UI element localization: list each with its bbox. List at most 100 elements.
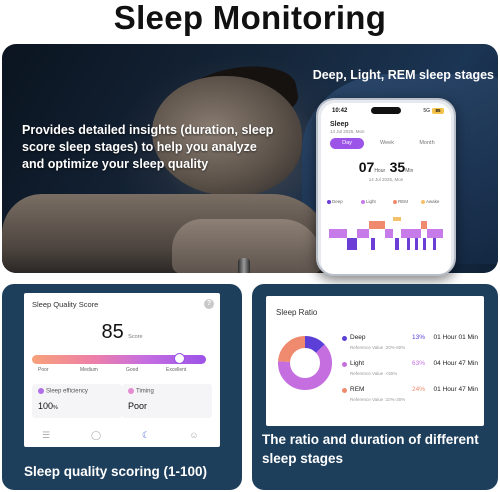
duration-minute-unit: Min xyxy=(405,168,414,174)
phone-notch xyxy=(371,107,401,114)
stage-legend: Deep Light REM Awake xyxy=(327,199,447,207)
timing-tile[interactable]: Timing Poor xyxy=(122,384,212,418)
phone-screen: 10:42 5G 85 Sleep 14 Jul 2025, Mon Day W… xyxy=(321,103,451,274)
score-marker xyxy=(173,353,185,364)
scale-good: Good xyxy=(126,367,139,373)
hyp-light-segment xyxy=(329,229,347,238)
hero-caption: Deep, Light, REM sleep stages xyxy=(312,68,494,82)
efficiency-unit: % xyxy=(53,405,58,411)
quality-score-panel: Sleep Quality Score ? 85 Score Poor Medi… xyxy=(2,284,242,490)
timing-icon xyxy=(128,388,134,394)
tab-week[interactable]: Week xyxy=(380,140,394,146)
efficiency-icon xyxy=(38,388,44,394)
hyp-deep-segment xyxy=(347,238,357,250)
hyp-awake-segment xyxy=(393,217,401,221)
page-title: Sleep Monitoring xyxy=(113,0,387,36)
sleep-ratio-title: Sleep Ratio xyxy=(276,308,318,317)
ratio-stage-duration: 04 Hour 47 Min xyxy=(433,360,478,367)
hyp-light-segment xyxy=(385,229,393,238)
hyp-deep-segment xyxy=(433,238,436,250)
scale-medium: Medium xyxy=(80,367,98,373)
scale-poor: Poor xyxy=(38,367,49,373)
donut-slice-light xyxy=(278,336,332,390)
legend-awake: Awake xyxy=(421,199,439,204)
hyp-light-segment xyxy=(357,229,369,238)
donut-slice-rem xyxy=(278,336,332,390)
sleep-ratio-donut xyxy=(278,336,332,390)
legend-light: Light xyxy=(361,199,376,204)
hyp-deep-segment xyxy=(423,238,426,250)
legend-rem: REM xyxy=(393,199,408,204)
ratio-stage-name: REM xyxy=(350,386,365,393)
nav-ring-icon[interactable]: ◯ xyxy=(90,430,102,440)
ratio-stage-duration: 01 Hour 01 Min xyxy=(433,334,478,341)
efficiency-label-text: Sleep efficiency xyxy=(46,388,88,395)
legend-dot xyxy=(327,199,331,204)
duration-hour-unit: Hour xyxy=(374,168,386,174)
legend-label: REM xyxy=(398,199,408,204)
ratio-row-deep: Deep 13% 01 Hour 01 Min Reference Value … xyxy=(342,334,478,356)
phone-mockup: 10:42 5G 85 Sleep 14 Jul 2025, Mon Day W… xyxy=(316,98,456,276)
hyp-deep-segment xyxy=(371,238,375,250)
legend-label: Awake xyxy=(426,199,440,204)
nav-list-icon[interactable]: ☰ xyxy=(41,430,51,440)
sleep-screen-date: 14 Jul 2025, Mon xyxy=(330,129,365,134)
period-tabs: Day Week Month xyxy=(330,138,444,150)
score-unit: Score xyxy=(128,334,143,340)
status-time: 10:42 xyxy=(332,108,348,114)
ratio-stage-percent: 13% xyxy=(412,334,426,341)
sleep-screen-title: Sleep xyxy=(330,121,349,128)
hyp-light-segment xyxy=(401,229,421,238)
quality-score-title: Sleep Quality Score xyxy=(32,300,99,309)
ratio-stage-percent: 24% xyxy=(412,386,426,393)
rem-dot xyxy=(342,388,347,393)
legend-deep: Deep xyxy=(327,199,343,204)
ratio-stage-name: Light xyxy=(350,360,365,367)
legend-dot xyxy=(393,199,397,204)
legend-label: Light xyxy=(366,199,376,204)
hyp-deep-segment xyxy=(415,238,418,250)
nav-moon-icon[interactable]: ☾ xyxy=(141,430,151,440)
score-number: 85 xyxy=(101,321,124,343)
sleeper-head-image xyxy=(152,76,302,196)
nav-profile-icon[interactable]: ☺ xyxy=(189,430,199,440)
duration-hours: 07 xyxy=(358,159,375,175)
hyp-deep-segment xyxy=(395,238,399,250)
timing-label: Timing xyxy=(128,388,154,395)
sleep-duration: 07Hour 35Min xyxy=(321,159,451,177)
smart-ring-image xyxy=(238,258,250,273)
ratio-row-light: Light 63% 04 Hour 47 Min Reference Value… xyxy=(342,360,478,382)
ratio-row-rem: REM 24% 01 Hour 47 Min Reference Value :… xyxy=(342,386,478,408)
quality-caption: Sleep quality scoring (1-100) xyxy=(24,464,208,479)
light-dot xyxy=(342,362,347,367)
quality-score-value: 85 Score xyxy=(24,321,220,344)
ratio-stage-reference: Reference Value :10%-30% xyxy=(350,397,406,402)
hyp-light-segment xyxy=(427,229,443,238)
status-bar: 10:42 5G 85 xyxy=(330,108,444,116)
help-icon[interactable]: ? xyxy=(204,299,214,309)
sleep-ratio-panel: Sleep Ratio Deep 13% 01 Hour 01 Min Refe… xyxy=(252,284,498,490)
duration-minutes: 35 xyxy=(389,159,406,175)
legend-label: Deep xyxy=(332,199,343,204)
hypnogram xyxy=(329,217,443,250)
legend-dot xyxy=(361,199,365,204)
hero-description: Provides detailed insights (duration, sl… xyxy=(22,123,274,171)
legend-dot xyxy=(421,199,425,204)
duration-date: 14 Jul 2025, Mon xyxy=(368,177,404,182)
tab-month[interactable]: Month xyxy=(419,140,435,146)
timing-value: Poor xyxy=(128,401,148,411)
signal-indicator: 5G xyxy=(423,108,430,114)
ratio-stage-name: Deep xyxy=(350,334,366,341)
quality-score-card: Sleep Quality Score ? 85 Score Poor Medi… xyxy=(24,293,220,447)
ratio-stage-duration: 01 Hour 47 Min xyxy=(433,386,478,393)
ratio-stage-percent: 63% xyxy=(412,360,426,367)
scale-excellent: Excellent xyxy=(166,367,187,373)
sleep-efficiency-tile[interactable]: Sleep efficiency 100% xyxy=(32,384,122,418)
tab-day[interactable]: Day xyxy=(330,138,364,149)
score-scale-bar xyxy=(32,353,206,364)
hyp-rem-segment xyxy=(369,221,385,229)
sleep-efficiency-value: 100% xyxy=(38,401,58,411)
battery-icon: 85 xyxy=(432,108,444,114)
efficiency-number: 100 xyxy=(38,401,54,411)
hyp-deep-segment xyxy=(407,238,410,250)
